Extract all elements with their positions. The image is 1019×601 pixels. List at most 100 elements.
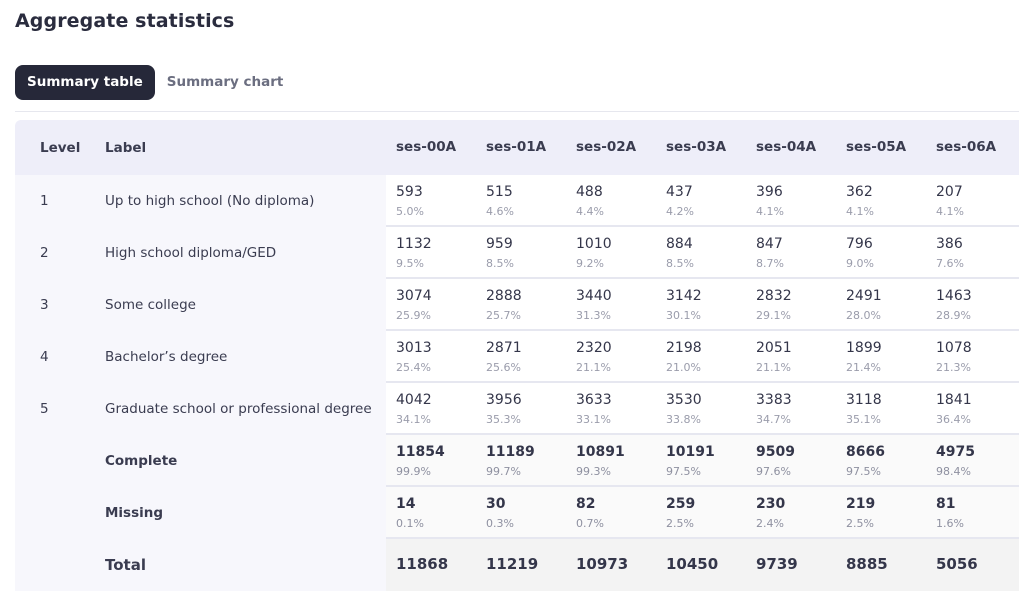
cell-count: 1010 <box>576 236 612 252</box>
cell-percent: 5.0% <box>396 205 424 218</box>
cell-count: 488 <box>576 184 603 200</box>
cell-percent: 33.1% <box>576 413 611 426</box>
row-label: Complete <box>105 453 178 469</box>
cell-count: 3956 <box>486 392 522 408</box>
cell-count: 2871 <box>486 340 522 356</box>
cell-count: 1132 <box>396 236 432 252</box>
cell-percent: 98.4% <box>936 465 971 478</box>
cell-count: 8885 <box>846 555 888 573</box>
cell-count: 11219 <box>486 555 539 573</box>
row-values-area <box>386 279 1019 331</box>
cell-percent: 21.1% <box>756 361 791 374</box>
row-label: Some college <box>105 297 196 313</box>
cell-count: 3142 <box>666 288 702 304</box>
cell-count: 8666 <box>846 444 885 460</box>
row-level: 3 <box>40 297 49 313</box>
cell-percent: 28.0% <box>846 309 881 322</box>
row-label-area <box>15 383 386 435</box>
row-values-area <box>386 175 1019 227</box>
table-row: 2 High school diploma/GED 1132 9.5% 959 8.5% 1… <box>15 227 1019 279</box>
cell-count: 9739 <box>756 555 798 573</box>
cell-count: 14 <box>396 496 416 512</box>
summary-table: Level Label ses-00A ses-01A ses-02A ses-… <box>15 120 1019 591</box>
cell-count: 396 <box>756 184 783 200</box>
cell-percent: 21.4% <box>846 361 881 374</box>
cell-percent: 25.7% <box>486 309 521 322</box>
cell-count: 4975 <box>936 444 975 460</box>
row-label-area <box>15 539 386 591</box>
row-values-area <box>386 539 1019 591</box>
cell-count: 207 <box>936 184 963 200</box>
tab-summary-table[interactable]: Summary table <box>15 65 155 100</box>
summary-row: Missing 14 0.1% 30 0.3% 82 0.7% 259 2.5% 230 2.4% 2… <box>15 487 1019 539</box>
row-label-area <box>15 487 386 539</box>
header-session: ses-04A <box>756 139 817 155</box>
header-session: ses-02A <box>576 139 637 155</box>
row-label: Graduate school or professional degree <box>105 401 372 417</box>
cell-count: 11189 <box>486 444 535 460</box>
cell-percent: 34.1% <box>396 413 431 426</box>
cell-count: 4042 <box>396 392 432 408</box>
cell-count: 11854 <box>396 444 445 460</box>
cell-count: 2320 <box>576 340 612 356</box>
row-label-area <box>15 175 386 227</box>
row-values-area <box>386 435 1019 487</box>
cell-count: 847 <box>756 236 783 252</box>
header-session: ses-01A <box>486 139 547 155</box>
cell-count: 3383 <box>756 392 792 408</box>
cell-percent: 29.1% <box>756 309 791 322</box>
header-session: ses-05A <box>846 139 907 155</box>
cell-percent: 30.1% <box>666 309 701 322</box>
cell-count: 9509 <box>756 444 795 460</box>
cell-percent: 4.1% <box>936 205 964 218</box>
cell-count: 437 <box>666 184 693 200</box>
cell-percent: 0.1% <box>396 517 424 530</box>
cell-count: 11868 <box>396 555 449 573</box>
cell-percent: 99.9% <box>396 465 431 478</box>
cell-count: 1463 <box>936 288 972 304</box>
cell-count: 2888 <box>486 288 522 304</box>
cell-count: 1899 <box>846 340 882 356</box>
summary-row: Complete 11854 99.9% 11189 99.7% 10891 99.3% 10… <box>15 435 1019 487</box>
cell-percent: 8.7% <box>756 257 784 270</box>
row-label-area <box>15 227 386 279</box>
table-header: Level Label ses-00A ses-01A ses-02A ses-… <box>15 120 1019 175</box>
cell-percent: 99.7% <box>486 465 521 478</box>
table-row: 3 Some college 3074 25.9% 2888 25.7% 3440 31.3%… <box>15 279 1019 331</box>
cell-percent: 97.5% <box>846 465 881 478</box>
cell-count: 5056 <box>936 555 978 573</box>
cell-percent: 35.1% <box>846 413 881 426</box>
cell-count: 230 <box>756 496 786 512</box>
cell-count: 362 <box>846 184 873 200</box>
cell-percent: 97.5% <box>666 465 701 478</box>
cell-percent: 21.0% <box>666 361 701 374</box>
cell-count: 1078 <box>936 340 972 356</box>
tab-summary-chart[interactable]: Summary chart <box>166 74 284 90</box>
cell-percent: 4.6% <box>486 205 514 218</box>
row-level: 1 <box>40 193 49 209</box>
cell-percent: 1.6% <box>936 517 964 530</box>
cell-count: 10450 <box>666 555 719 573</box>
cell-percent: 8.5% <box>666 257 694 270</box>
row-label-area <box>15 435 386 487</box>
cell-percent: 35.3% <box>486 413 521 426</box>
cell-percent: 0.7% <box>576 517 604 530</box>
header-level: Level <box>40 139 81 156</box>
table-row: 1 Up to high school (No diploma) 593 5.0% 51… <box>15 175 1019 227</box>
cell-count: 10973 <box>576 555 629 573</box>
tabs-divider <box>15 111 1019 112</box>
cell-percent: 4.2% <box>666 205 694 218</box>
cell-count: 219 <box>846 496 876 512</box>
cell-count: 259 <box>666 496 696 512</box>
row-level: 2 <box>40 245 49 261</box>
cell-percent: 97.6% <box>756 465 791 478</box>
table-body: 1 Up to high school (No diploma) 593 5.0% 51… <box>15 175 1019 591</box>
row-label: High school diploma/GED <box>105 245 277 261</box>
row-label: Missing <box>105 505 164 521</box>
cell-count: 81 <box>936 496 956 512</box>
cell-percent: 2.5% <box>846 517 874 530</box>
cell-count: 30 <box>486 496 506 512</box>
header-session: ses-00A <box>396 139 457 155</box>
cell-percent: 9.5% <box>396 257 424 270</box>
cell-count: 10891 <box>576 444 625 460</box>
